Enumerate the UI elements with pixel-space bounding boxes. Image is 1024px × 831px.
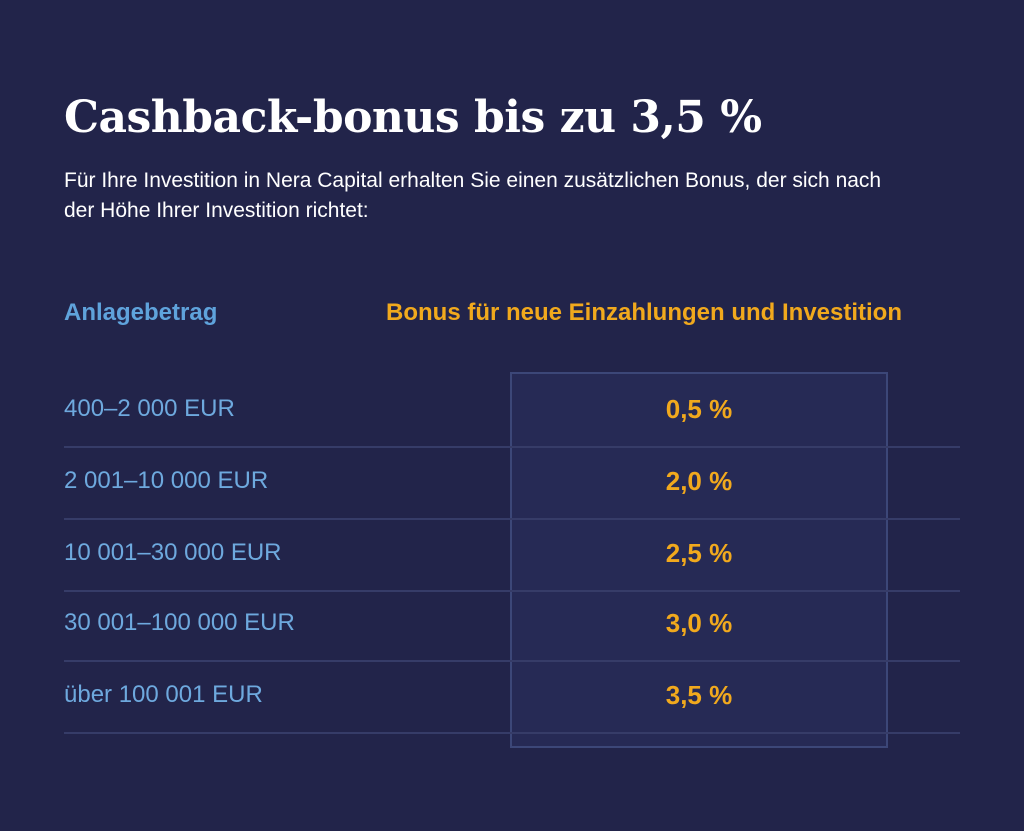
table-row: 2 001–10 000 EUR 2,0 %	[64, 446, 960, 520]
amount-cell: 2 001–10 000 EUR	[64, 467, 269, 494]
table-row: 10 001–30 000 EUR 2,5 %	[64, 518, 960, 592]
amount-cell: 400–2 000 EUR	[64, 395, 235, 422]
page-title: Cashback-bonus bis zu 3,5 %	[64, 92, 762, 143]
column-header-amount: Anlagebetrag	[64, 299, 218, 326]
amount-cell: 10 001–30 000 EUR	[64, 539, 282, 566]
bonus-cell: 3,0 %	[665, 608, 733, 638]
bonus-cell: 2,5 %	[665, 538, 733, 568]
page-subtitle: Für Ihre Investition in Nera Capital erh…	[64, 169, 882, 222]
table-row: 30 001–100 000 EUR 3,0 %	[64, 588, 960, 662]
bonus-cell: 2,0 %	[665, 466, 733, 496]
table-row: 400–2 000 EUR 0,5 %	[64, 374, 960, 448]
bonus-cell: 3,5 %	[665, 680, 733, 710]
column-header-bonus: Bonus für neue Einzahlungen und Investit…	[386, 299, 902, 326]
table-row: über 100 001 EUR 3,5 %	[64, 660, 960, 734]
amount-cell: 30 001–100 000 EUR	[64, 609, 295, 636]
amount-cell: über 100 001 EUR	[64, 681, 263, 708]
bonus-cell: 0,5 %	[665, 394, 733, 424]
bonus-column-highlight	[510, 372, 888, 748]
